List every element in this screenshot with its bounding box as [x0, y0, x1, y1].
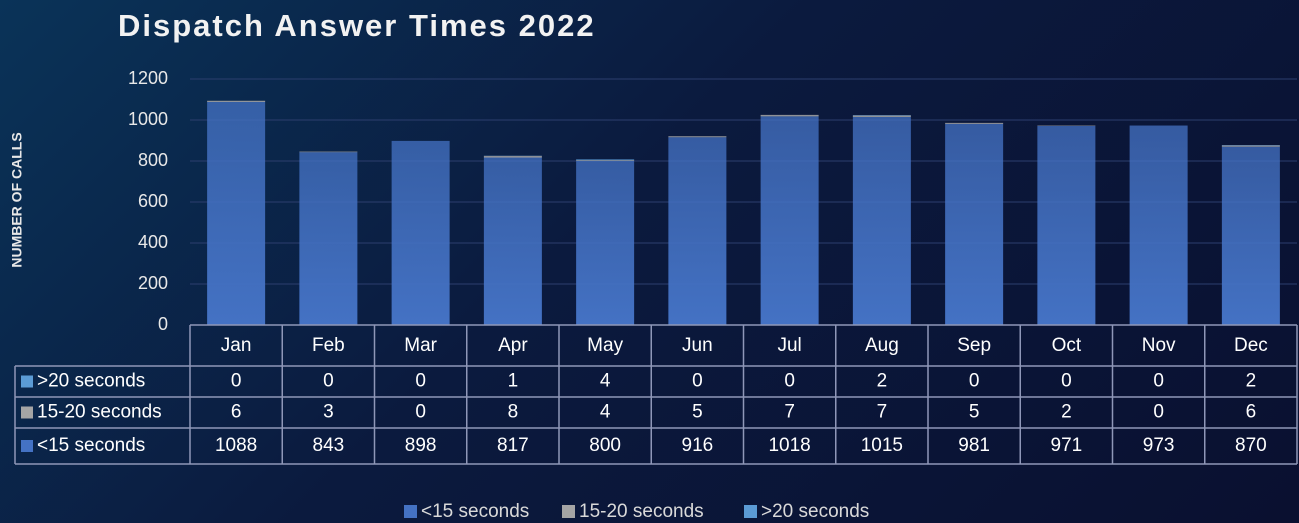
table-cell: 1088 — [215, 435, 257, 456]
bar-segment — [576, 159, 635, 161]
bar-segment — [576, 161, 635, 325]
table-cell: 800 — [589, 435, 621, 456]
table-cell: 2 — [877, 371, 888, 392]
table-cell: 2 — [1061, 402, 1072, 423]
legend-label: 15-20 seconds — [579, 501, 704, 522]
bar-segment — [576, 160, 635, 161]
table-legend-key — [21, 440, 33, 452]
legend-key — [744, 505, 757, 518]
table-cell: 817 — [497, 435, 529, 456]
table-cell: 843 — [313, 435, 345, 456]
bar-segment — [852, 115, 911, 117]
bar-segment — [1221, 145, 1280, 147]
table-cell: 0 — [692, 371, 703, 392]
table-cell: 0 — [1153, 371, 1164, 392]
bar-segment — [760, 116, 819, 325]
table-cell: 7 — [877, 402, 888, 423]
x-tick-label: Apr — [498, 335, 528, 356]
bar-segment — [852, 116, 911, 325]
table-cell: 5 — [969, 402, 980, 423]
bar-segment — [1129, 125, 1188, 325]
table-cell: 0 — [415, 402, 426, 423]
bar-segment — [668, 136, 727, 138]
table-cell: 2 — [1246, 371, 1257, 392]
table-cell: 8 — [508, 402, 519, 423]
x-tick-label: Mar — [404, 335, 437, 356]
table-cell: 7 — [784, 402, 795, 423]
table-legend-key — [21, 375, 33, 388]
y-tick-label: 1000 — [128, 109, 168, 129]
table-cell: 0 — [415, 371, 426, 392]
x-tick-label: May — [587, 335, 623, 356]
table-cell: 4 — [600, 402, 611, 423]
table-cell: 4 — [600, 371, 611, 392]
table-cell: 1 — [508, 371, 519, 392]
y-tick-label: 200 — [138, 273, 168, 293]
table-cell: 973 — [1143, 435, 1175, 456]
table-cell: 1018 — [768, 435, 810, 456]
table-row-label: >20 seconds — [37, 371, 145, 392]
y-tick-label: 600 — [138, 191, 168, 211]
bar-segment — [483, 155, 542, 158]
x-tick-label: Oct — [1052, 335, 1082, 356]
table-cell: 916 — [682, 435, 714, 456]
x-tick-label: Jun — [682, 335, 713, 356]
table-cell: 5 — [692, 402, 703, 423]
table-cell: 1015 — [861, 435, 903, 456]
bar-segment — [760, 114, 819, 117]
table-cell: 6 — [1246, 402, 1257, 423]
table-cell: 981 — [958, 435, 990, 456]
table-row-label: <15 seconds — [37, 435, 145, 456]
table-cell: 6 — [231, 402, 242, 423]
table-cell: 0 — [323, 371, 334, 392]
x-tick-label: Feb — [312, 335, 345, 356]
table-cell: 0 — [784, 371, 795, 392]
table-cell: 0 — [969, 371, 980, 392]
legend-key — [404, 505, 417, 518]
bar-segment — [207, 100, 266, 102]
table-cell: 0 — [1153, 402, 1164, 423]
bar-segment — [1221, 146, 1280, 325]
y-axis-label: NUMBER OF CALLS — [9, 132, 25, 267]
table-cell: 898 — [405, 435, 437, 456]
chart-title: Dispatch Answer Times 2022 — [118, 8, 596, 43]
legend-key — [562, 505, 575, 518]
table-cell: 3 — [323, 402, 334, 423]
x-tick-label: Nov — [1142, 335, 1176, 356]
bar-segment — [391, 140, 450, 325]
table-legend-key — [21, 406, 33, 419]
bar-segment — [299, 152, 358, 325]
table-cell: 0 — [231, 371, 242, 392]
bar-segment — [945, 123, 1004, 326]
legend-label: <15 seconds — [421, 501, 529, 522]
x-tick-label: Jan — [221, 335, 252, 356]
bar-segment — [299, 151, 358, 153]
y-tick-label: 0 — [158, 314, 168, 334]
bar-segment — [668, 137, 727, 325]
bar-segment — [945, 122, 1004, 124]
table-cell: 870 — [1235, 435, 1267, 456]
legend-label: >20 seconds — [761, 501, 869, 522]
bar-segment — [1037, 125, 1096, 325]
x-tick-label: Dec — [1234, 335, 1268, 356]
table-cell: 0 — [1061, 371, 1072, 392]
table-row-label: 15-20 seconds — [37, 402, 162, 423]
x-tick-label: Aug — [865, 335, 899, 356]
y-tick-label: 1200 — [128, 68, 168, 88]
y-tick-label: 800 — [138, 150, 168, 170]
y-tick-label: 400 — [138, 232, 168, 252]
x-tick-label: Sep — [957, 335, 991, 356]
bar-segment — [483, 157, 542, 325]
x-tick-label: Jul — [777, 335, 801, 356]
bar-segment — [207, 101, 266, 326]
table-cell: 971 — [1051, 435, 1083, 456]
